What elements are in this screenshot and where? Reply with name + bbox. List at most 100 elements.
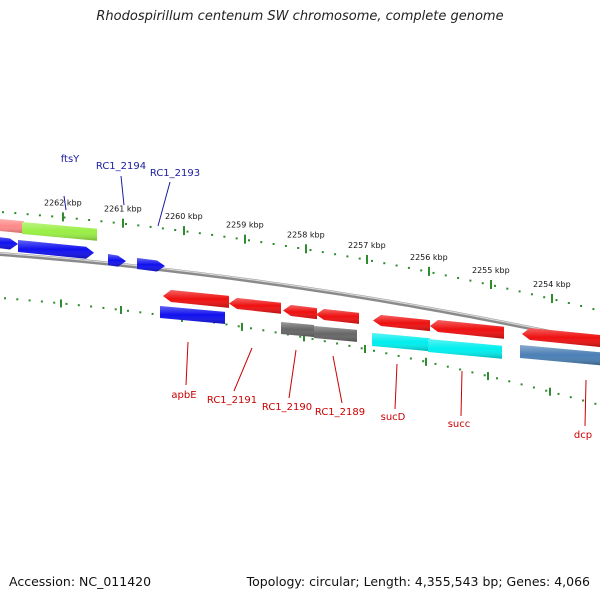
minor-tick [518,290,521,293]
gene-succ-shading [430,320,504,339]
minor-tick [371,259,373,262]
kbp-label: 2262 kbp [44,198,82,207]
minor-tick [151,312,154,315]
minor-tick [260,241,263,244]
minor-tick [2,211,4,214]
minor-tick [186,230,189,233]
chromosome-backbone [0,252,600,345]
gene-apbE-shading [163,290,229,308]
minor-tick [100,220,103,223]
kbp-label: 2256 kbp [410,253,448,262]
major-tick [425,357,427,366]
leader-line [120,175,125,206]
minor-tick [555,299,558,302]
minor-tick [51,215,54,218]
forward-gene-label: ftsY [61,154,80,165]
gene-dcp-inner-shading [520,345,600,366]
minor-tick [38,214,41,217]
minor-tick [348,344,351,347]
minor-tick [248,239,250,242]
major-tick [551,294,553,303]
leader-line [185,341,189,386]
minor-tick [385,352,388,355]
minor-tick [336,342,339,345]
minor-tick [434,362,437,365]
reverse-gene-label: RC1_2189 [315,407,365,418]
map-title: Rhodospirillum centenum SW chromosome, c… [96,9,504,24]
label-leader-lines [63,175,587,427]
leader-line [288,349,297,399]
minor-tick [373,349,375,352]
feature-labels: ftsY RC1_2194 RC1_2193 apbE RC1_2191 RC1_2190… [61,154,592,441]
kbp-label: 2261 kbp [104,205,142,214]
minor-tick [112,221,115,224]
minor-tick [90,305,93,308]
minor-tick [297,247,300,249]
minor-tick [77,304,80,307]
minor-tick [545,389,548,392]
leader-line [460,370,463,417]
gene-apbE-inner-shading [160,306,225,324]
major-tick [428,266,430,276]
minor-tick [321,251,324,254]
leader-line [584,379,587,427]
backbone-highlight [0,252,600,343]
minor-tick [444,274,447,277]
gene-dcp-shading [522,328,600,347]
kbp-label: 2254 kbp [533,280,571,289]
minor-tick [139,311,142,314]
minor-tick [594,402,597,405]
minor-tick [409,357,412,360]
minor-tick [483,374,486,377]
minor-tick [567,302,570,304]
minor-tick [494,284,496,287]
minor-tick [198,232,201,235]
reverse-gene-label: RC1_2191 [207,395,257,406]
minor-tick [309,249,312,251]
minor-tick [274,331,277,334]
reverse-gene-label: apbE [171,390,196,401]
minor-tick [26,213,29,216]
minor-tick [360,347,363,350]
minor-tick [543,296,546,299]
kbp-label: 2260 kbp [165,212,203,221]
minor-tick [422,360,425,363]
minor-tick [420,269,423,272]
major-tick [366,255,368,264]
kbp-label: 2259 kbp [226,221,264,230]
minor-tick [272,243,275,245]
leader-line [394,363,398,410]
minor-tick [75,217,78,220]
minor-tick [311,337,314,340]
minor-tick [211,233,214,236]
minor-tick [125,223,127,225]
minor-tick [114,308,117,311]
minor-tick [299,335,302,338]
gene-RC1_2191-shading [229,298,281,314]
minor-tick [469,279,472,282]
minor-tick [557,392,560,395]
gene-blue-left-shading [0,237,18,250]
minor-tick [383,262,386,265]
minor-tick [127,309,129,312]
minor-tick [237,325,240,328]
minor-tick [284,245,287,247]
leader-line [233,347,253,392]
major-tick [62,212,64,222]
minor-tick [40,300,43,303]
minor-tick [496,377,498,380]
gene-RC1_2193-shading [137,258,165,272]
major-tick [122,218,124,228]
minor-tick [471,371,474,374]
minor-tick [28,299,31,302]
minor-tick [16,298,19,301]
gene-ftsY-region-shading [22,222,97,241]
minor-tick [174,229,177,231]
gene-sucD-shading [373,315,430,332]
minor-tick [102,306,105,309]
minor-tick [14,212,17,215]
minor-tick [506,287,509,290]
minor-tick [508,380,511,383]
major-tick [549,387,551,396]
major-tick [303,333,305,342]
